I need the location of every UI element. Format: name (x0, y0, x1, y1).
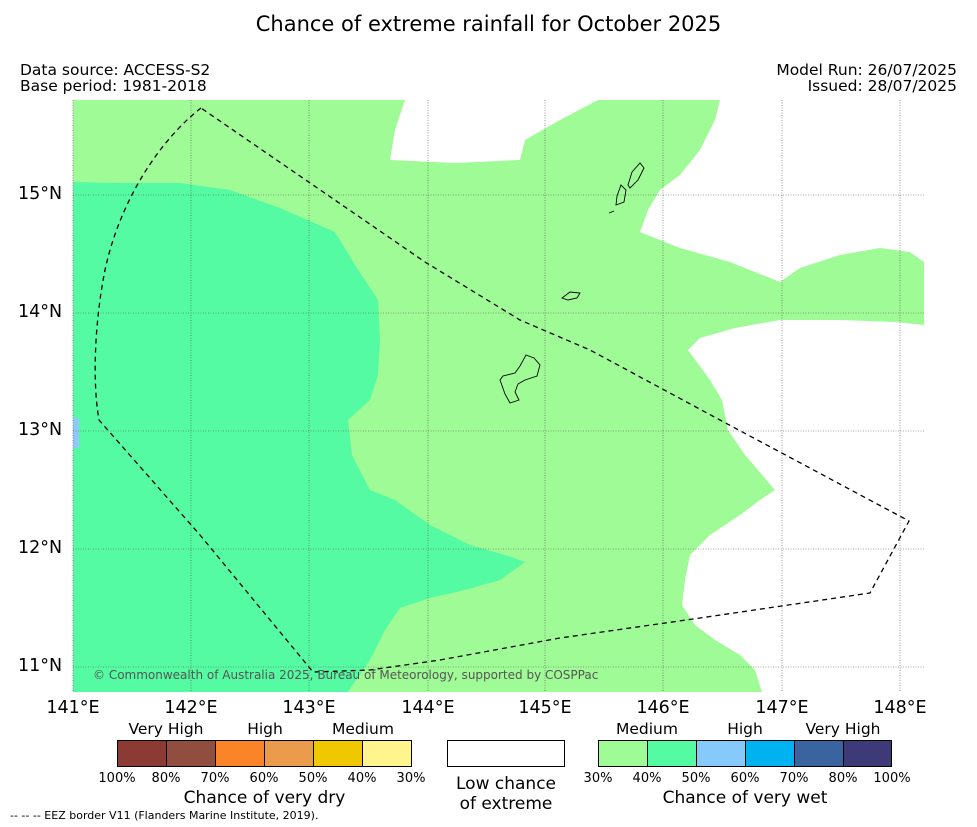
eez-footnote: -- -- -- EEZ border V11 (Flanders Marine… (10, 809, 319, 822)
lon-label: 143°E (282, 698, 336, 718)
lon-label: 142°E (164, 698, 218, 718)
dry-swatch (117, 740, 167, 767)
lat-label: 14°N (18, 302, 63, 322)
low-chance-line1: Low chance (456, 774, 556, 794)
dry-swatch (215, 740, 265, 767)
lon-label: 146°E (636, 698, 690, 718)
data-source: Data source: ACCESS-S2 (20, 61, 211, 79)
wet-tick: 80% (828, 771, 858, 786)
wet-tick: 60% (730, 771, 760, 786)
wet-category-high: High (727, 720, 763, 738)
wet-swatch (647, 740, 697, 767)
lat-label: 13°N (18, 420, 63, 440)
dry-tick: 80% (151, 771, 181, 786)
dry-swatch (313, 740, 363, 767)
dry-swatch (166, 740, 216, 767)
islands (499, 162, 645, 404)
map-gridlines (72, 100, 924, 692)
lon-label: 141°E (46, 698, 100, 718)
tinian-island (615, 184, 627, 206)
lon-label: 147°E (755, 698, 809, 718)
wet-tick: 70% (779, 771, 809, 786)
dry-legend-title: Chance of very dry (183, 788, 346, 808)
dry-tick: 100% (98, 771, 136, 786)
wet-category-medium: Medium (616, 720, 678, 738)
saipan-island (627, 162, 645, 189)
wet-swatch (598, 740, 648, 767)
low-chance-title: Low chance of extreme (440, 774, 572, 814)
low-chance-swatch (447, 740, 565, 767)
high-wet-area (73, 182, 525, 692)
wet-swatch (843, 740, 892, 767)
wet-category-very-high: Very High (805, 720, 881, 738)
aguijan-island (608, 210, 615, 214)
wet-swatch (696, 740, 746, 767)
dry-tick: 50% (298, 771, 328, 786)
dry-category-medium: Medium (332, 720, 394, 738)
base-period: Base period: 1981-2018 (20, 77, 207, 95)
wet-swatch (794, 740, 844, 767)
data-info: Data source: ACCESS-S2 Base period: 1981… (20, 62, 210, 94)
dry-tick: 40% (347, 771, 377, 786)
dry-swatch (264, 740, 314, 767)
lat-label: 15°N (18, 184, 63, 204)
page-title: Chance of extreme rainfall for October 2… (255, 12, 722, 36)
dry-tick: 70% (200, 771, 230, 786)
dry-tick: 30% (396, 771, 426, 786)
lat-label: 12°N (18, 538, 63, 558)
run-info: Model Run: 26/07/2025 Issued: 28/07/2025 (776, 62, 957, 94)
model-run: Model Run: 26/07/2025 (776, 61, 957, 79)
wet-swatch (745, 740, 795, 767)
issued-date: Issued: 28/07/2025 (807, 77, 957, 95)
wet-tick: 50% (681, 771, 711, 786)
guam-island (499, 354, 541, 404)
rainfall-map (72, 100, 924, 692)
wet-tick: 100% (873, 771, 911, 786)
dry-swatch (362, 740, 412, 767)
dry-tick: 60% (249, 771, 279, 786)
lat-label: 11°N (18, 656, 63, 676)
eez-border (94, 107, 910, 673)
wet-tick: 30% (583, 771, 613, 786)
very-high-wet-spot (73, 418, 79, 448)
low-chance-line2: of extreme (459, 794, 553, 814)
rota-island (561, 291, 581, 301)
dry-category-very-high: Very High (128, 720, 204, 738)
lon-label: 148°E (873, 698, 927, 718)
wet-legend-title: Chance of very wet (662, 788, 828, 808)
wet-tick: 40% (632, 771, 662, 786)
dry-category-high: High (247, 720, 283, 738)
copyright-note: © Commonwealth of Australia 2025, Bureau… (93, 668, 599, 682)
lon-label: 145°E (518, 698, 572, 718)
lon-label: 144°E (401, 698, 455, 718)
